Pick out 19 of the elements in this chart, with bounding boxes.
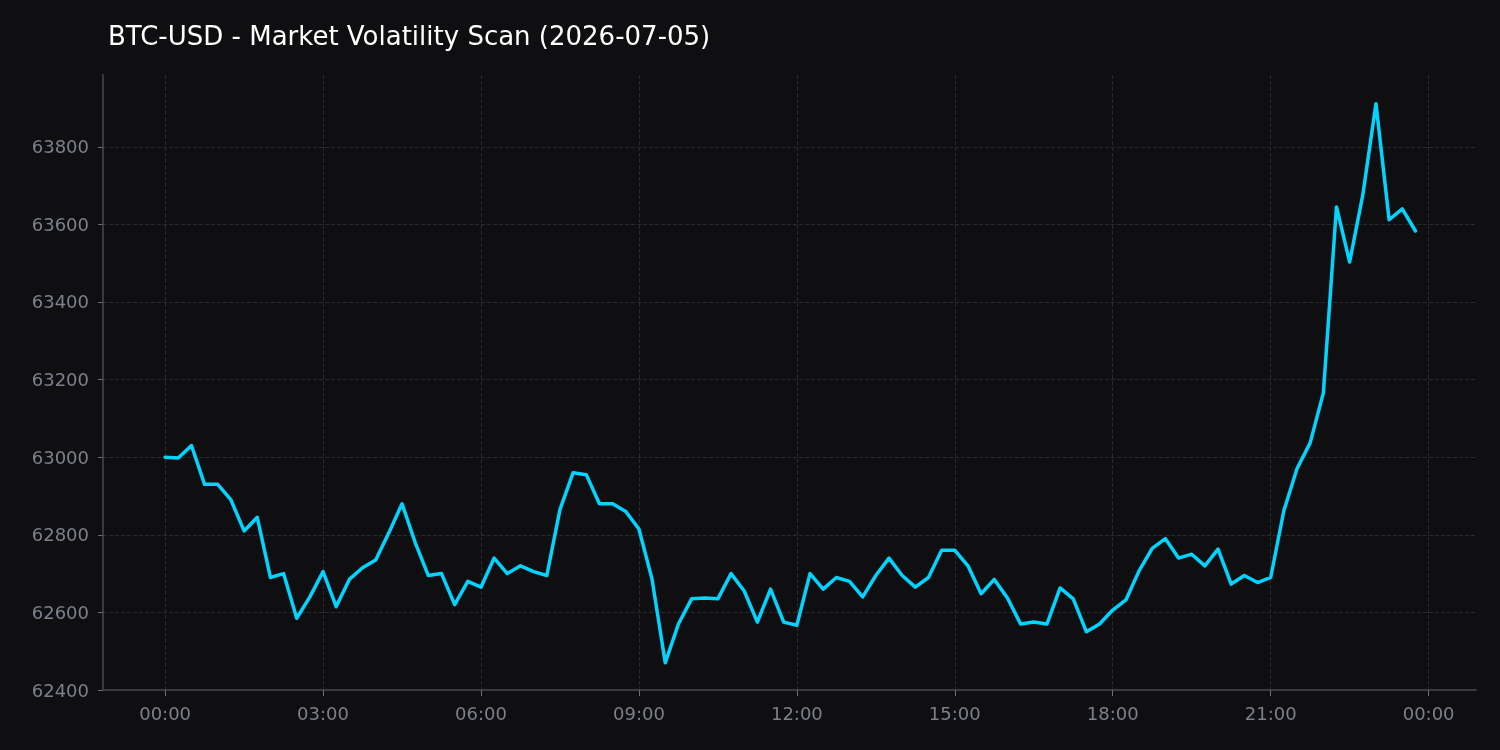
- y-tick-label: 62400: [31, 679, 89, 701]
- x-tick-label: 18:00: [1086, 702, 1139, 724]
- y-tick-label: 63600: [31, 213, 89, 235]
- x-tick-label: 06:00: [455, 702, 507, 724]
- line-series: [163, 101, 1418, 665]
- x-tick-label: 09:00: [613, 702, 665, 724]
- x-tick-label: 21:00: [1244, 702, 1297, 724]
- x-tick-label: 00:00: [139, 702, 192, 724]
- y-tick-label: 63200: [31, 369, 89, 391]
- x-tick-label: 00:00: [1402, 702, 1455, 724]
- x-tick-label: 03:00: [297, 702, 349, 724]
- y-tick-label: 63800: [31, 136, 89, 158]
- x-tick-label: 12:00: [770, 702, 823, 724]
- y-tick-label: 63400: [31, 291, 89, 313]
- chart-title: BTC-USD - Market Volatility Scan (2026-07-05): [108, 21, 711, 51]
- y-tick-label: 62800: [31, 524, 89, 546]
- y-tick-label: 63000: [31, 446, 89, 468]
- y-tick-label: 62600: [31, 601, 89, 623]
- x-tick-label: 15:00: [928, 702, 981, 724]
